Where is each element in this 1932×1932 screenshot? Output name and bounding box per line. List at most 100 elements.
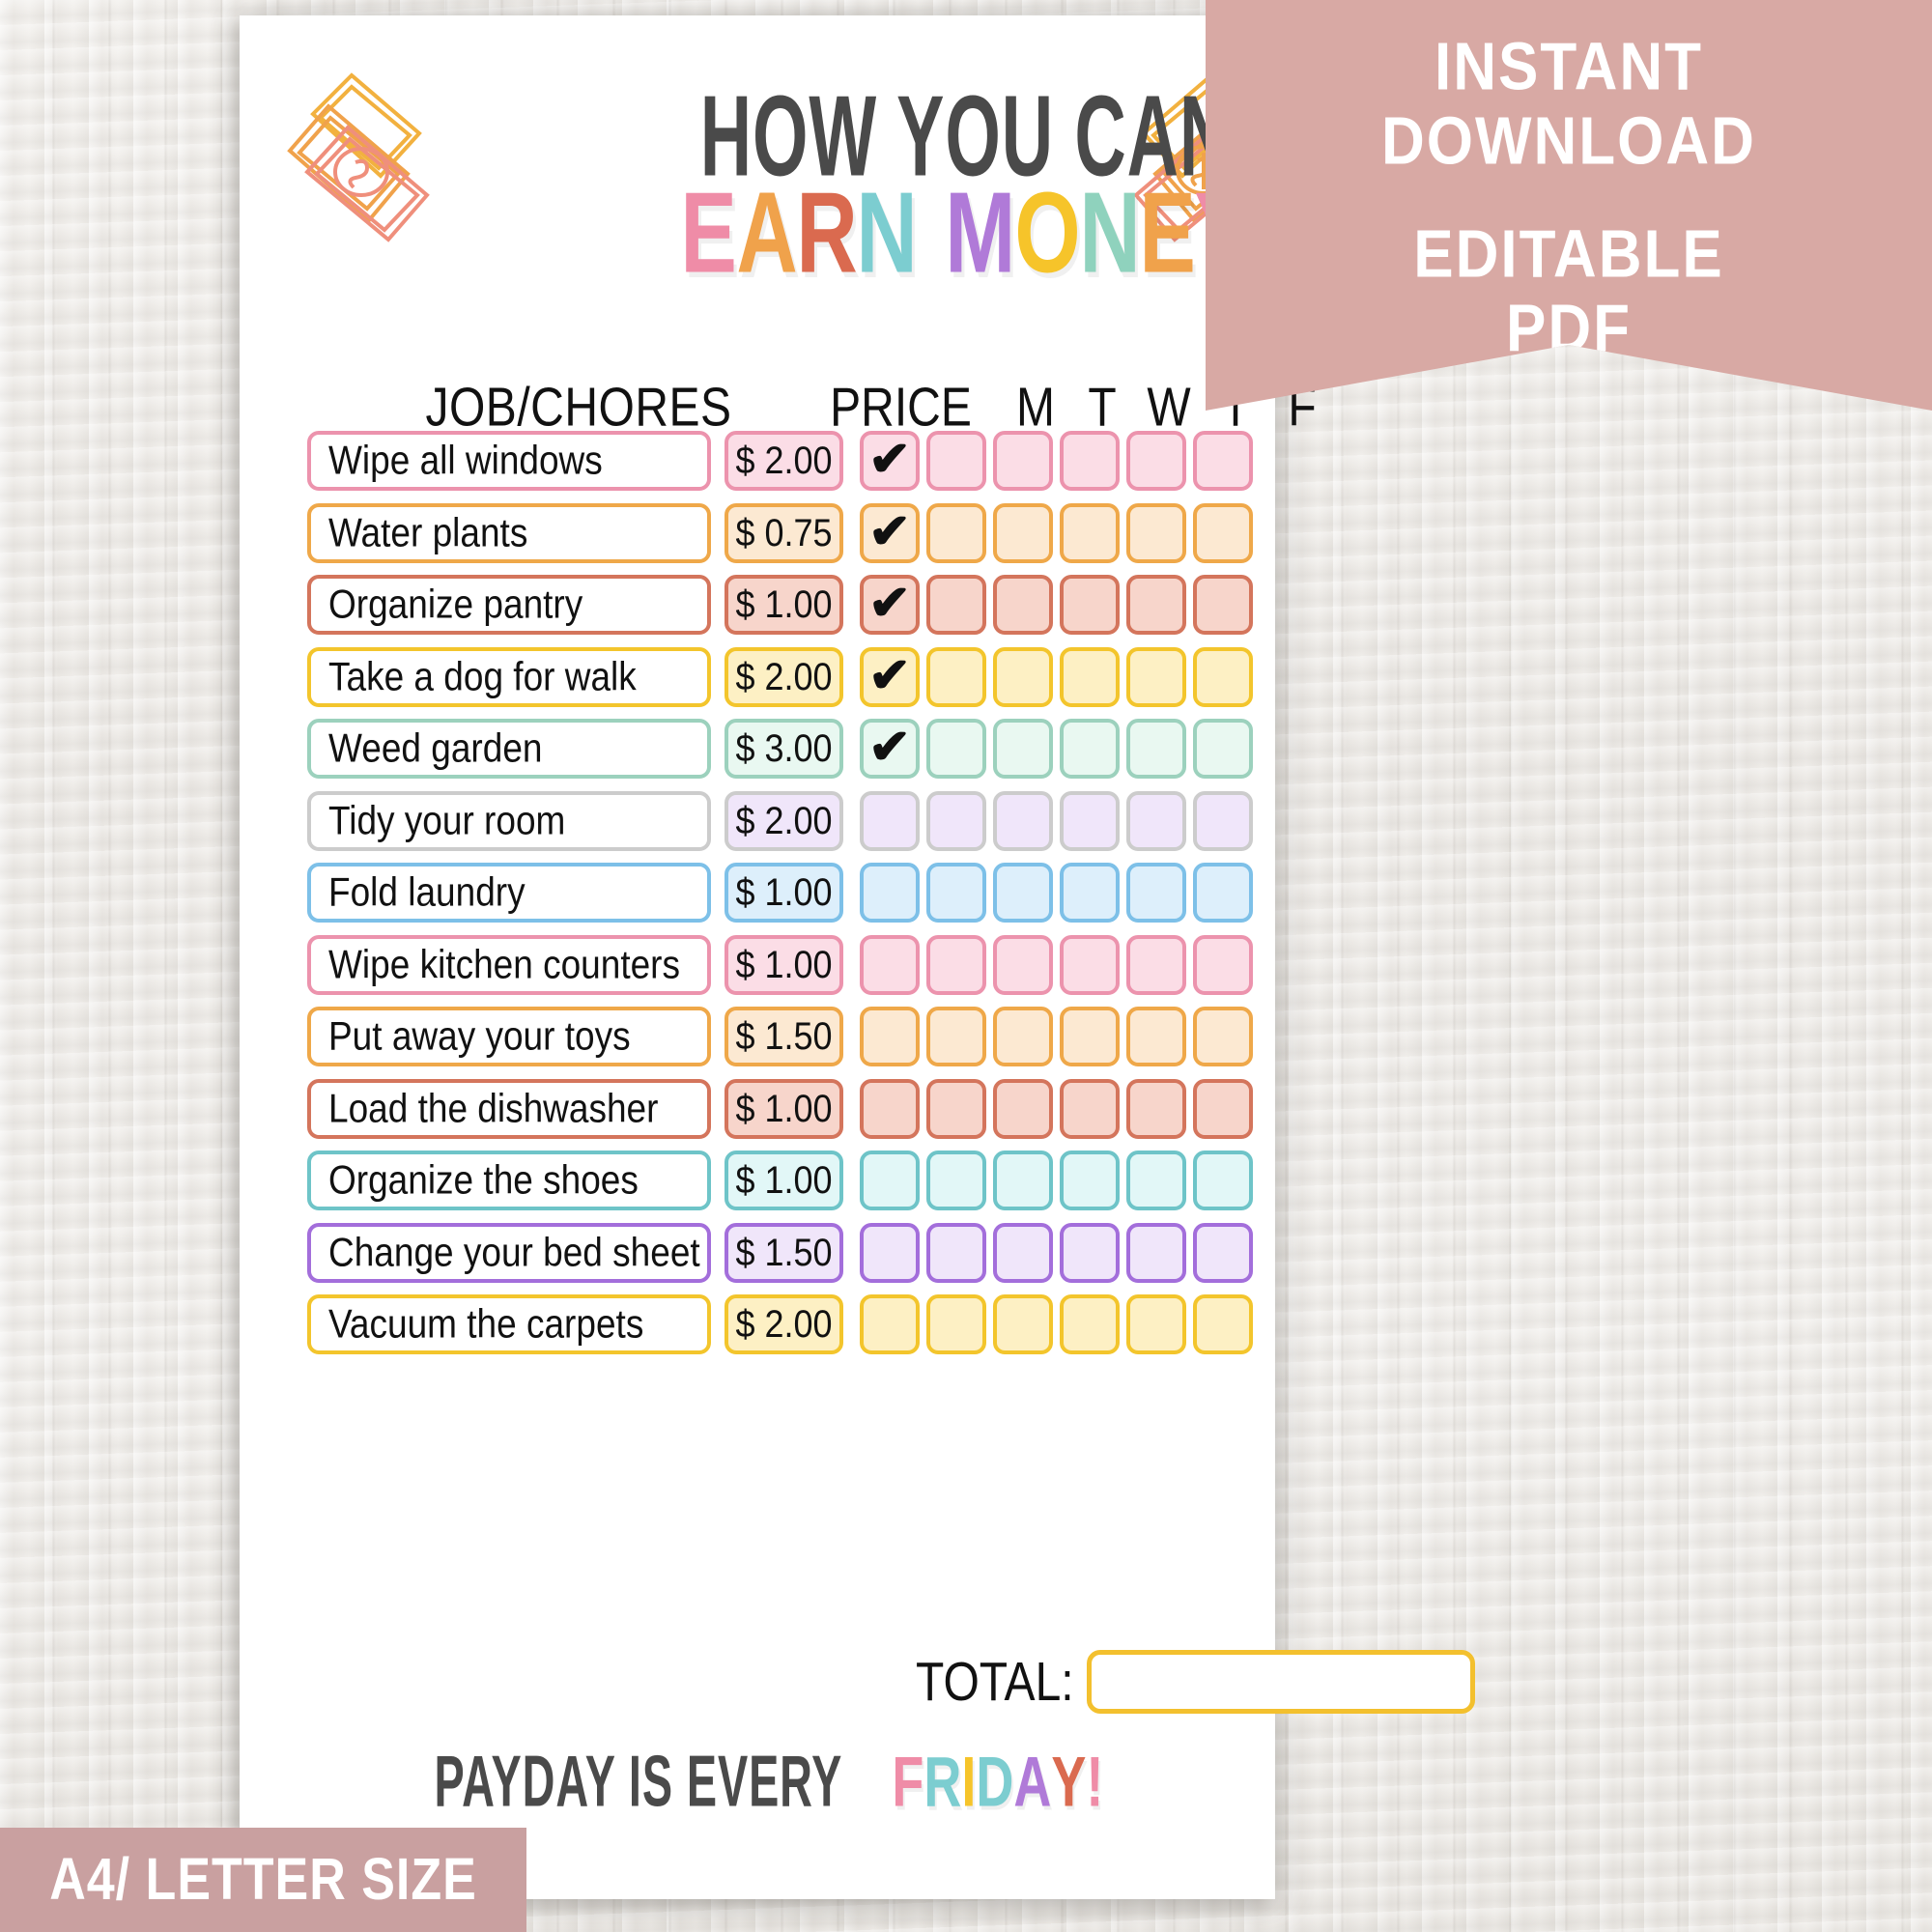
- task-input[interactable]: Put away your toys: [307, 1007, 711, 1066]
- checkbox-day-4[interactable]: [1126, 1294, 1186, 1354]
- checkbox-day-5[interactable]: [1193, 934, 1253, 995]
- task-input[interactable]: Organize the shoes: [307, 1151, 711, 1210]
- checkbox-day-0[interactable]: ✔: [860, 575, 920, 635]
- task-input[interactable]: Change your bed sheet: [307, 1222, 711, 1283]
- price-input[interactable]: $ 1.50: [724, 1007, 843, 1066]
- checkbox-day-4[interactable]: [1126, 1007, 1186, 1066]
- checkbox-day-2[interactable]: [993, 502, 1053, 563]
- checkbox-day-5[interactable]: [1193, 431, 1253, 491]
- checkbox-day-3[interactable]: [1060, 431, 1120, 491]
- checkbox-day-5[interactable]: [1193, 502, 1253, 563]
- checkbox-day-2[interactable]: [993, 1007, 1053, 1066]
- checkbox-day-0[interactable]: [860, 1007, 920, 1066]
- checkbox-day-3[interactable]: [1060, 646, 1120, 707]
- checkbox-day-3[interactable]: [1060, 1151, 1120, 1210]
- task-input[interactable]: Vacuum the carpets: [307, 1294, 711, 1354]
- checkbox-day-4[interactable]: [1126, 1222, 1186, 1283]
- checkbox-day-3[interactable]: [1060, 719, 1120, 779]
- checkbox-day-2[interactable]: [993, 1151, 1053, 1210]
- checkbox-day-5[interactable]: [1193, 1078, 1253, 1139]
- checkbox-day-1[interactable]: [926, 575, 986, 635]
- checkbox-day-5[interactable]: [1193, 1294, 1253, 1354]
- checkbox-day-4[interactable]: [1126, 502, 1186, 563]
- checkbox-day-1[interactable]: [926, 790, 986, 851]
- checkbox-day-4[interactable]: [1126, 790, 1186, 851]
- checkbox-day-2[interactable]: [993, 1294, 1053, 1354]
- checkbox-day-5[interactable]: [1193, 1222, 1253, 1283]
- checkbox-day-1[interactable]: [926, 646, 986, 707]
- checkbox-day-3[interactable]: [1060, 1078, 1120, 1139]
- checkbox-day-1[interactable]: [926, 863, 986, 923]
- price-input[interactable]: $ 0.75: [724, 502, 843, 563]
- price-input[interactable]: $ 1.00: [724, 934, 843, 995]
- checkbox-day-0[interactable]: [860, 1151, 920, 1210]
- task-input[interactable]: Tidy your room: [307, 790, 711, 851]
- checkbox-day-0[interactable]: [860, 863, 920, 923]
- checkbox-day-5[interactable]: [1193, 575, 1253, 635]
- checkbox-day-1[interactable]: [926, 1222, 986, 1283]
- checkbox-day-4[interactable]: [1126, 719, 1186, 779]
- checkbox-day-0[interactable]: [860, 1078, 920, 1139]
- price-input[interactable]: $ 1.00: [724, 1078, 843, 1139]
- checkbox-day-0[interactable]: [860, 1294, 920, 1354]
- price-input[interactable]: $ 1.50: [724, 1222, 843, 1283]
- price-input[interactable]: $ 1.00: [724, 863, 843, 923]
- checkbox-day-5[interactable]: [1193, 1151, 1253, 1210]
- checkbox-day-3[interactable]: [1060, 790, 1120, 851]
- checkbox-day-5[interactable]: [1193, 790, 1253, 851]
- checkbox-day-4[interactable]: [1126, 1078, 1186, 1139]
- checkbox-day-1[interactable]: [926, 1151, 986, 1210]
- checkbox-day-0[interactable]: ✔: [860, 646, 920, 707]
- price-input[interactable]: $ 1.00: [724, 575, 843, 635]
- checkbox-day-3[interactable]: [1060, 934, 1120, 995]
- checkbox-day-0[interactable]: ✔: [860, 719, 920, 779]
- checkbox-day-1[interactable]: [926, 719, 986, 779]
- checkbox-day-3[interactable]: [1060, 575, 1120, 635]
- checkbox-day-2[interactable]: [993, 790, 1053, 851]
- checkbox-day-3[interactable]: [1060, 1222, 1120, 1283]
- checkbox-day-0[interactable]: ✔: [860, 431, 920, 491]
- checkbox-day-4[interactable]: [1126, 863, 1186, 923]
- checkbox-day-3[interactable]: [1060, 1294, 1120, 1354]
- price-input[interactable]: $ 2.00: [724, 790, 843, 851]
- price-input[interactable]: $ 2.00: [724, 646, 843, 707]
- checkbox-day-1[interactable]: [926, 1294, 986, 1354]
- task-input[interactable]: Wipe all windows: [307, 431, 711, 491]
- checkbox-day-0[interactable]: [860, 934, 920, 995]
- checkbox-day-4[interactable]: [1126, 575, 1186, 635]
- checkbox-day-5[interactable]: [1193, 863, 1253, 923]
- checkbox-day-1[interactable]: [926, 1007, 986, 1066]
- task-input[interactable]: Organize pantry: [307, 575, 711, 635]
- checkbox-day-4[interactable]: [1126, 646, 1186, 707]
- task-input[interactable]: Load the dishwasher: [307, 1078, 711, 1139]
- price-input[interactable]: $ 1.00: [724, 1151, 843, 1210]
- checkbox-day-0[interactable]: ✔: [860, 502, 920, 563]
- price-input[interactable]: $ 3.00: [724, 719, 843, 779]
- task-input[interactable]: Wipe kitchen counters: [307, 934, 711, 995]
- checkbox-day-1[interactable]: [926, 934, 986, 995]
- task-input[interactable]: Weed garden: [307, 719, 711, 779]
- checkbox-day-2[interactable]: [993, 934, 1053, 995]
- checkbox-day-1[interactable]: [926, 502, 986, 563]
- checkbox-day-2[interactable]: [993, 575, 1053, 635]
- checkbox-day-0[interactable]: [860, 790, 920, 851]
- checkbox-day-2[interactable]: [993, 431, 1053, 491]
- checkbox-day-3[interactable]: [1060, 863, 1120, 923]
- checkbox-day-4[interactable]: [1126, 431, 1186, 491]
- checkbox-day-5[interactable]: [1193, 1007, 1253, 1066]
- price-input[interactable]: $ 2.00: [724, 1294, 843, 1354]
- checkbox-day-2[interactable]: [993, 719, 1053, 779]
- checkbox-day-4[interactable]: [1126, 1151, 1186, 1210]
- checkbox-day-3[interactable]: [1060, 502, 1120, 563]
- checkbox-day-5[interactable]: [1193, 646, 1253, 707]
- checkbox-day-1[interactable]: [926, 431, 986, 491]
- checkbox-day-4[interactable]: [1126, 934, 1186, 995]
- checkbox-day-2[interactable]: [993, 646, 1053, 707]
- checkbox-day-2[interactable]: [993, 1222, 1053, 1283]
- price-input[interactable]: $ 2.00: [724, 431, 843, 491]
- checkbox-day-2[interactable]: [993, 1078, 1053, 1139]
- checkbox-day-1[interactable]: [926, 1078, 986, 1139]
- checkbox-day-0[interactable]: [860, 1222, 920, 1283]
- checkbox-day-2[interactable]: [993, 863, 1053, 923]
- task-input[interactable]: Fold laundry: [307, 863, 711, 923]
